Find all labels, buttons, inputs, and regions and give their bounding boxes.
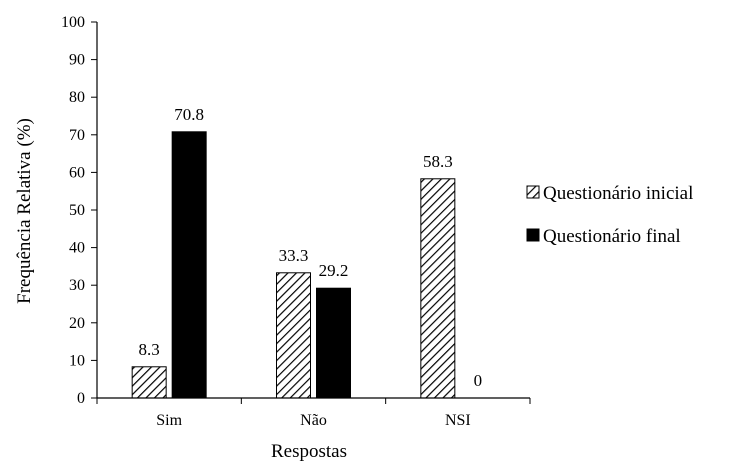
- bar-questionario-inicial: [276, 272, 311, 399]
- y-tick-label: 60: [69, 164, 85, 181]
- y-tick-label: 0: [77, 390, 85, 407]
- x-category-label: Sim: [156, 412, 182, 429]
- y-axis-ticks: 0 10 20 30 40 50 60 70 80 90 100: [61, 14, 85, 407]
- y-tick-label: 40: [69, 240, 85, 257]
- legend-swatch: [526, 185, 540, 199]
- data-label: 70.8: [174, 105, 204, 124]
- bar-questionario-final: [171, 131, 207, 399]
- bar-questionario-final: [316, 287, 351, 399]
- data-label: 29.2: [319, 261, 349, 280]
- data-labels: 8.3 33.3 58.3 70.8 29.2 0: [139, 105, 483, 390]
- y-tick-label: 30: [69, 277, 85, 294]
- x-category-label: NSI: [445, 412, 471, 429]
- x-axis-title: Respostas: [271, 441, 347, 461]
- y-tick-label: 20: [69, 315, 85, 332]
- y-tick-label: 10: [69, 352, 85, 369]
- y-tick-label: 100: [61, 14, 85, 31]
- legend-swatch: [526, 228, 540, 242]
- bar-questionario-inicial: [420, 178, 456, 399]
- axes: [91, 21, 531, 404]
- bar-questionario-inicial: [131, 366, 167, 399]
- legend-label: Questionário final: [543, 226, 681, 247]
- y-axis-title: Frequência Relativa (%): [14, 118, 35, 304]
- x-axis-categories: Sim Não NSI: [156, 412, 470, 429]
- legend-label: Questionário inicial: [543, 183, 693, 204]
- x-category-label: Não: [300, 412, 327, 429]
- y-tick-label: 50: [69, 202, 85, 219]
- y-tick-label: 80: [69, 89, 85, 106]
- data-label: 8.3: [139, 340, 160, 359]
- y-tick-label: 90: [69, 52, 85, 69]
- data-label: 0: [474, 371, 483, 390]
- data-label: 58.3: [423, 152, 453, 171]
- legend: Questionário inicial Questionário final: [526, 183, 693, 247]
- data-label: 33.3: [279, 246, 309, 265]
- y-tick-label: 70: [69, 127, 85, 144]
- bars: [131, 131, 456, 399]
